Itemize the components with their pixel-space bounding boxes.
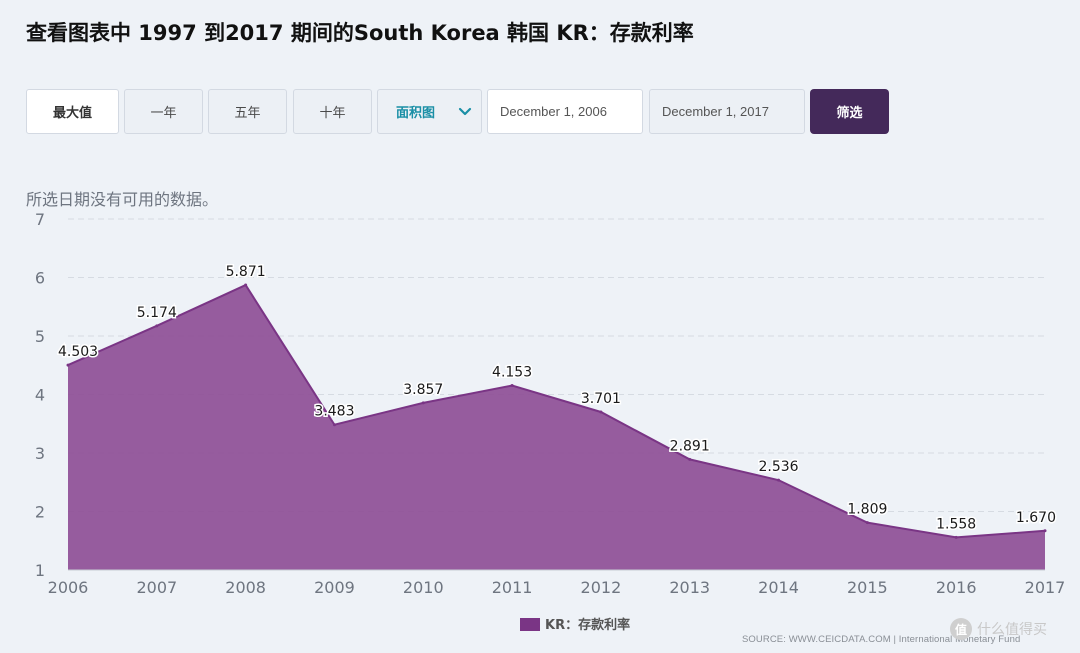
- watermark-logo-icon: 值: [950, 618, 972, 640]
- data-point: [66, 363, 70, 367]
- chart-type-value: 面积图: [396, 106, 436, 121]
- data-point: [954, 535, 958, 539]
- x-tick-label: 2010: [403, 578, 444, 597]
- data-label: 5.174: [137, 305, 177, 321]
- x-tick-label: 2009: [314, 578, 355, 597]
- x-tick-label: 2011: [492, 578, 533, 597]
- legend-label: KR：存款利率: [545, 617, 630, 633]
- page-title: 查看图表中 1997 到2017 期间的South Korea 韩国 KR：存款…: [26, 21, 694, 45]
- y-tick-label: 2: [35, 503, 45, 522]
- legend-swatch: [520, 618, 540, 631]
- y-tick-label: 3: [35, 444, 45, 463]
- data-point: [510, 384, 514, 388]
- chevron-down-icon: [458, 107, 472, 116]
- data-point: [688, 457, 692, 461]
- data-point: [865, 521, 869, 525]
- data-label: 4.503: [58, 344, 98, 360]
- data-label: 1.558: [936, 516, 976, 532]
- x-tick-label: 2008: [225, 578, 266, 597]
- y-tick-label: 5: [35, 327, 45, 346]
- watermark-text: 什么值得买: [977, 622, 1047, 638]
- end-date-input[interactable]: December 1, 2017: [649, 89, 805, 134]
- x-tick-label: 2006: [48, 578, 89, 597]
- filter-button[interactable]: 筛选: [810, 89, 889, 134]
- data-label: 3.483: [314, 404, 354, 420]
- x-tick-label: 2007: [136, 578, 177, 597]
- data-label: 4.153: [492, 365, 532, 381]
- x-tick-label: 2016: [936, 578, 977, 597]
- range-10y-button[interactable]: 十年: [293, 89, 372, 134]
- data-label: 2.891: [670, 438, 710, 454]
- range-5y-button[interactable]: 五年: [208, 89, 287, 134]
- data-label: 3.701: [581, 391, 621, 407]
- range-1y-button[interactable]: 一年: [124, 89, 203, 134]
- data-label: 2.536: [758, 459, 798, 475]
- data-label: 1.670: [1016, 510, 1056, 526]
- data-point: [244, 283, 248, 287]
- x-tick-label: 2013: [669, 578, 710, 597]
- series-line: [67, 283, 1046, 539]
- data-point: [332, 423, 336, 427]
- data-point: [421, 401, 425, 405]
- no-data-message: 所选日期没有可用的数据。: [26, 190, 219, 209]
- series-area: [68, 285, 1045, 570]
- data-label: 1.809: [847, 502, 887, 518]
- x-tick-label: 2014: [758, 578, 799, 597]
- x-tick-label: 2017: [1025, 578, 1066, 597]
- y-tick-label: 4: [35, 386, 45, 405]
- chart-type-select[interactable]: 面积图: [377, 89, 482, 134]
- data-point: [155, 324, 159, 328]
- data-label: 3.857: [403, 382, 443, 398]
- y-tick-label: 6: [35, 269, 45, 288]
- x-tick-label: 2012: [581, 578, 622, 597]
- data-point: [599, 410, 603, 414]
- x-tick-label: 2015: [847, 578, 888, 597]
- y-tick-label: 1: [35, 561, 45, 580]
- data-point: [1043, 529, 1047, 533]
- watermark: 值 什么值得买: [950, 618, 1047, 640]
- y-tick-label: 7: [35, 210, 45, 229]
- data-label: 5.871: [226, 264, 266, 280]
- source-attribution: SOURCE: WWW.CEICDATA.COM | International…: [742, 634, 1021, 645]
- start-date-input[interactable]: December 1, 2006: [487, 89, 643, 134]
- data-point: [777, 478, 781, 482]
- range-max-button[interactable]: 最大值: [26, 89, 119, 134]
